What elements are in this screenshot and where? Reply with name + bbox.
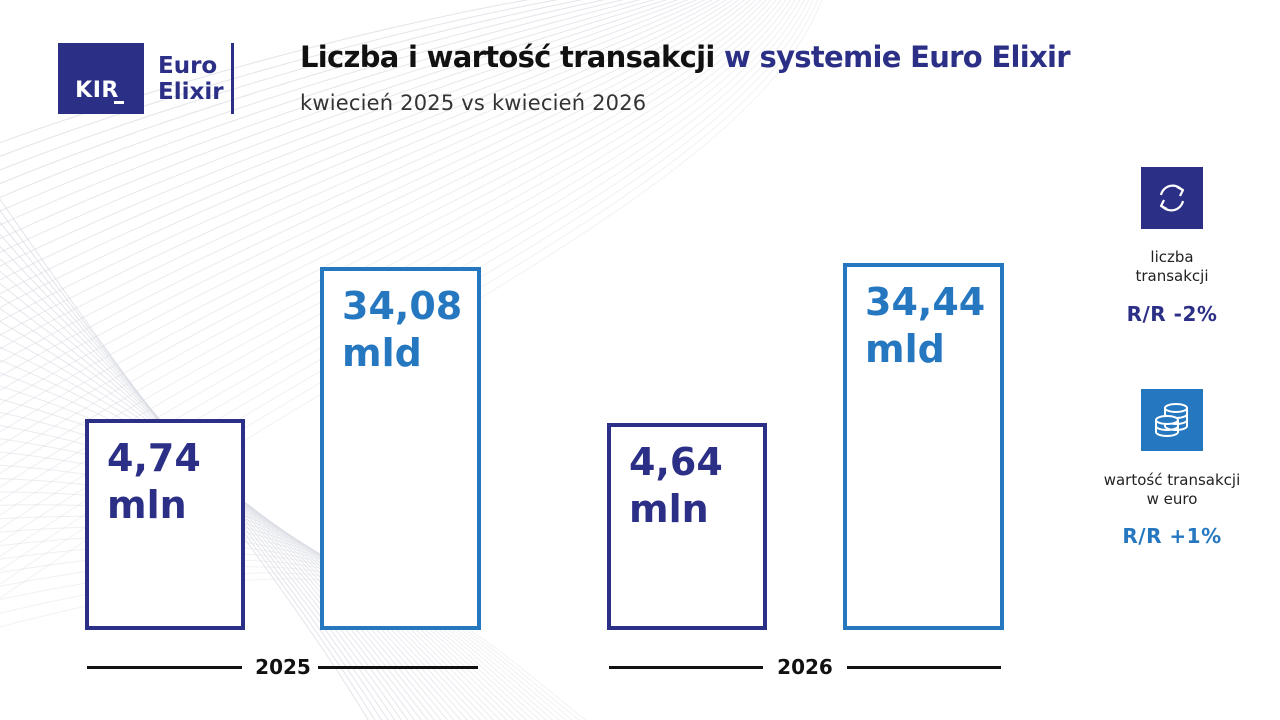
kpi-value-value: R/R +1% <box>1122 524 1222 548</box>
background-wave-line <box>0 0 698 720</box>
logo-line-2: Elixir <box>158 79 224 105</box>
background-wave-line <box>0 0 668 720</box>
background-wave-line <box>0 0 727 720</box>
background-wave-line <box>0 0 655 720</box>
background-wave-line <box>0 0 734 720</box>
logo-line-1: Euro <box>158 53 218 79</box>
count-data-label: 4,74 mln <box>107 435 201 529</box>
value-label-number: 34,44 <box>865 280 986 324</box>
title-part-1: Liczba i wartość transakcji <box>300 40 715 74</box>
value-label-number: 34,08 <box>342 283 463 328</box>
value-label-unit: mld <box>342 330 422 375</box>
value-data-label: 34,08 mld <box>342 283 462 377</box>
background-wave-line <box>0 0 721 720</box>
count-data-label: 4,64 mln <box>629 439 723 533</box>
value-label-unit: mld <box>865 327 945 371</box>
kpi-count-value: R/R -2% <box>1126 302 1218 326</box>
kpi-value-caption: wartość transakcji w euro <box>1082 471 1262 509</box>
count-label-number: 4,74 <box>107 436 201 480</box>
kpi-value-caption-line-2: w euro <box>1146 490 1198 508</box>
logo-kir-text: KIR <box>75 78 119 103</box>
value-data-label: 34,44 mld <box>865 279 985 373</box>
axis-line <box>609 666 763 669</box>
background-wave-line <box>0 0 689 720</box>
title-part-2: w systemie Euro Elixir <box>724 40 1070 74</box>
x-tick-label: 2026 <box>777 655 833 679</box>
logo-divider <box>231 43 234 114</box>
background-wave-line <box>0 0 714 720</box>
count-label-unit: mln <box>107 483 187 527</box>
logo-dash <box>114 101 124 104</box>
exchange-arrows-icon <box>1141 167 1203 229</box>
kpi-count-caption-line-1: liczba <box>1150 248 1194 266</box>
kpi-value-caption-line-1: wartość transakcji <box>1103 471 1241 489</box>
axis-line <box>87 666 242 669</box>
axis-line <box>847 666 1001 669</box>
x-tick-label: 2025 <box>255 655 311 679</box>
count-bar-2026: 4,64 mln <box>607 423 767 630</box>
axis-line <box>318 666 478 669</box>
kpi-count-caption: liczba transakcji <box>1082 248 1262 286</box>
kpi-count-caption-line-2: transakcji <box>1135 267 1209 285</box>
value-bar-2025: 34,08 mld <box>320 266 481 630</box>
value-bar-2026: 34,44 mld <box>843 263 1004 630</box>
page-title: Liczba i wartość transakcji w systemie E… <box>300 40 1071 74</box>
kir-logo: KIR <box>58 43 144 114</box>
euro-elixir-logo-text: Euro Elixir <box>158 53 224 105</box>
coin-stack-icon <box>1141 389 1203 451</box>
count-label-number: 4,64 <box>629 440 723 485</box>
page-subtitle: kwiecień 2025 vs kwiecień 2026 <box>300 91 647 115</box>
count-label-unit: mln <box>629 487 709 532</box>
background-wave-line <box>0 0 706 720</box>
count-bar-2025: 4,74 mln <box>85 419 245 630</box>
